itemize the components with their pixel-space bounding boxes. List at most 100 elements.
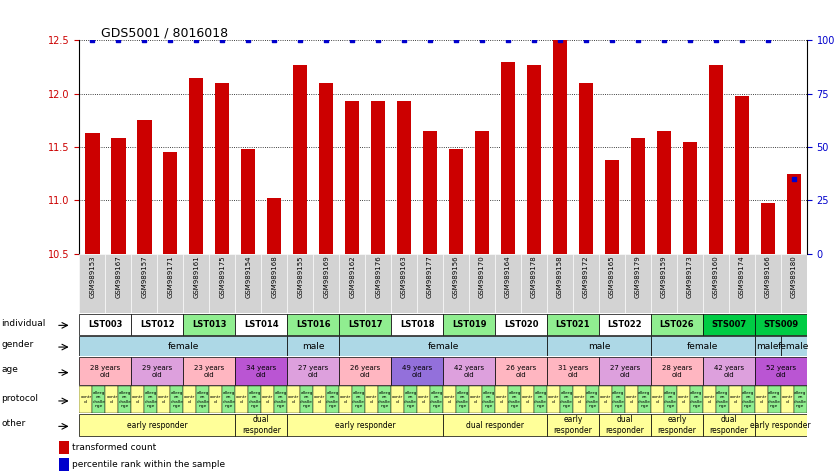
Bar — [215, 83, 229, 254]
Text: early responder: early responder — [751, 421, 811, 429]
Text: allerg
en
challe
nge: allerg en challe nge — [664, 391, 677, 409]
Bar — [293, 65, 308, 254]
Text: 28 years
old: 28 years old — [90, 365, 120, 378]
Bar — [314, 254, 339, 313]
Bar — [495, 254, 521, 313]
Bar — [241, 149, 256, 254]
Bar — [145, 386, 157, 413]
Bar — [85, 133, 99, 254]
Point — [787, 175, 800, 182]
Bar — [339, 386, 352, 413]
Text: GSM989158: GSM989158 — [557, 255, 563, 298]
Text: LST016: LST016 — [296, 320, 330, 328]
Bar — [443, 357, 495, 385]
Text: GSM989176: GSM989176 — [375, 255, 381, 298]
Text: GSM989167: GSM989167 — [115, 255, 121, 298]
Bar — [222, 386, 235, 413]
Bar — [288, 254, 314, 313]
Bar — [703, 414, 755, 436]
Bar — [651, 254, 677, 313]
Bar — [267, 198, 282, 254]
Bar — [475, 131, 489, 254]
Bar — [189, 78, 203, 254]
Bar — [79, 313, 131, 335]
Bar — [378, 386, 391, 413]
Text: contr
ol: contr ol — [444, 395, 455, 404]
Bar — [105, 386, 119, 413]
Bar — [624, 386, 638, 413]
Bar — [560, 386, 573, 413]
Text: allerg
en
challe
nge: allerg en challe nge — [93, 391, 105, 409]
Bar — [417, 386, 430, 413]
Bar — [599, 313, 651, 335]
Bar — [235, 386, 248, 413]
Bar — [79, 336, 288, 356]
Text: GSM989164: GSM989164 — [505, 255, 511, 298]
Bar — [209, 254, 235, 313]
Text: early
responder: early responder — [553, 416, 593, 435]
Point — [579, 36, 593, 44]
Text: female: female — [778, 342, 809, 350]
Text: allerg
en
challe
nge: allerg en challe nge — [378, 391, 391, 409]
Text: GSM989171: GSM989171 — [167, 255, 173, 298]
Point — [476, 36, 489, 44]
Text: female: female — [427, 342, 459, 350]
Text: LST019: LST019 — [451, 320, 487, 328]
Bar — [781, 386, 793, 413]
Text: contr
ol: contr ol — [704, 395, 715, 404]
Text: 49 years
old: 49 years old — [402, 365, 432, 378]
Bar — [651, 414, 703, 436]
Text: LST021: LST021 — [556, 320, 590, 328]
Point — [293, 36, 307, 44]
Bar — [79, 414, 235, 436]
Point — [553, 36, 567, 44]
Text: early responder: early responder — [335, 421, 395, 429]
Bar — [105, 254, 131, 313]
Text: LST026: LST026 — [660, 320, 694, 328]
Text: contr
ol: contr ol — [470, 395, 482, 404]
Bar — [391, 386, 404, 413]
Point — [605, 36, 619, 44]
Text: LST020: LST020 — [504, 320, 538, 328]
Text: contr
ol: contr ol — [599, 395, 611, 404]
Text: STS007: STS007 — [711, 320, 747, 328]
Text: GSM989161: GSM989161 — [193, 255, 199, 298]
Bar — [119, 386, 131, 413]
Text: allerg
en
challe
nge: allerg en challe nge — [300, 391, 314, 409]
Bar — [742, 386, 755, 413]
Text: GSM989179: GSM989179 — [635, 255, 641, 298]
Bar — [456, 386, 469, 413]
Bar — [196, 386, 209, 413]
Bar — [183, 254, 209, 313]
Text: allerg
en
challe
nge: allerg en challe nge — [690, 391, 703, 409]
Text: allerg
en
challe
nge: allerg en challe nge — [716, 391, 729, 409]
Point — [86, 36, 99, 44]
Point — [319, 36, 333, 44]
Text: contr
ol: contr ol — [392, 395, 403, 404]
Text: allerg
en
challe
nge: allerg en challe nge — [196, 391, 209, 409]
Point — [450, 36, 463, 44]
Point — [761, 36, 774, 44]
Text: male: male — [757, 342, 779, 350]
Bar — [131, 386, 145, 413]
Bar — [391, 313, 443, 335]
Bar — [651, 357, 703, 385]
Text: contr
ol: contr ol — [678, 395, 689, 404]
Text: 27 years
old: 27 years old — [298, 365, 329, 378]
Bar — [482, 386, 495, 413]
Bar — [729, 254, 755, 313]
Bar — [651, 313, 703, 335]
Point — [371, 36, 385, 44]
Text: dual
responder: dual responder — [605, 416, 645, 435]
Text: allerg
en
challe
nge: allerg en challe nge — [145, 391, 157, 409]
Bar — [508, 386, 521, 413]
Text: male: male — [588, 342, 610, 350]
Text: age: age — [2, 365, 18, 374]
Bar — [339, 313, 391, 335]
Bar — [677, 386, 690, 413]
Bar — [209, 386, 222, 413]
Text: allerg
en
challe
nge: allerg en challe nge — [404, 391, 417, 409]
Text: GSM989162: GSM989162 — [349, 255, 355, 298]
Bar — [137, 120, 151, 254]
Text: dual
responder: dual responder — [710, 416, 748, 435]
